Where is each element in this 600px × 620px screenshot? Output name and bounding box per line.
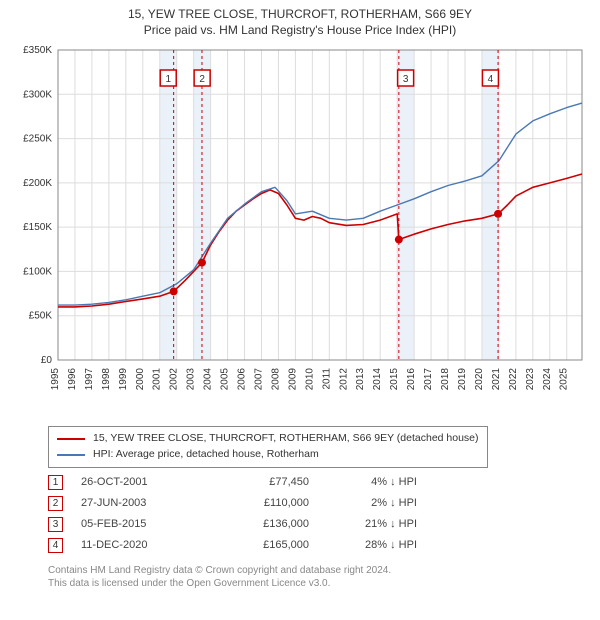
sale-row: 2 27-JUN-2003 £110,000 2% ↓ HPI	[48, 493, 580, 514]
sales-table: 1 26-OCT-2001 £77,450 4% ↓ HPI 2 27-JUN-2003 £…	[48, 472, 580, 556]
x-tick-label: 2009	[287, 368, 298, 391]
sale-row: 3 05-FEB-2015 £136,000 21% ↓ HPI	[48, 514, 580, 535]
x-tick-label: 2019	[457, 368, 468, 391]
legend-item: HPI: Average price, detached house, Roth…	[57, 447, 479, 463]
x-tick-label: 2006	[237, 368, 248, 391]
y-tick-label: £0	[41, 355, 53, 366]
legend-item: 15, YEW TREE CLOSE, THURCROFT, ROTHERHAM…	[57, 431, 479, 447]
x-tick-label: 2001	[152, 368, 163, 391]
sale-date: 26-OCT-2001	[81, 476, 201, 488]
y-tick-label: £350K	[23, 45, 52, 56]
x-tick-label: 2008	[270, 368, 281, 391]
chart-title-block: 15, YEW TREE CLOSE, THURCROFT, ROTHERHAM…	[0, 0, 600, 40]
sale-date: 05-FEB-2015	[81, 518, 201, 530]
sale-price: £110,000	[219, 497, 309, 509]
x-tick-label: 2010	[304, 368, 315, 391]
x-tick-label: 2013	[355, 368, 366, 391]
title-line-2: Price paid vs. HM Land Registry's House …	[10, 22, 590, 38]
sale-marker-box: 2	[48, 496, 63, 511]
x-tick-label: 2015	[389, 368, 400, 391]
x-tick-label: 2023	[525, 368, 536, 391]
y-tick-label: £150K	[23, 223, 52, 234]
x-tick-label: 2016	[406, 368, 417, 391]
x-tick-label: 2011	[321, 368, 332, 390]
shade-band	[397, 50, 414, 360]
marker-number: 2	[199, 74, 205, 85]
sale-price: £165,000	[219, 539, 309, 551]
x-tick-label: 2004	[203, 368, 214, 391]
x-tick-label: 1997	[84, 368, 95, 391]
x-tick-label: 2003	[186, 368, 197, 391]
chart-area: £0 £50K £100K £150K £200K £250K £300K £350K 1995…	[10, 40, 590, 420]
x-tick-label: 1999	[118, 368, 129, 391]
x-tick-label: 2012	[338, 368, 349, 391]
x-tick-label: 2000	[135, 368, 146, 391]
sale-marker-box: 1	[48, 475, 63, 490]
sale-price: £136,000	[219, 518, 309, 530]
sale-delta: 21% ↓ HPI	[327, 518, 417, 530]
x-tick-label: 2002	[169, 368, 180, 391]
x-tick-label: 2007	[253, 368, 264, 391]
y-tick-label: £50K	[29, 311, 53, 322]
marker-number: 3	[403, 74, 409, 85]
shade-band	[482, 50, 499, 360]
y-tick-label: £100K	[23, 267, 52, 278]
marker-number: 4	[488, 74, 494, 85]
marker-number: 1	[165, 74, 171, 85]
legend-swatch	[57, 438, 85, 440]
shade-band	[194, 50, 211, 360]
legend-label: HPI: Average price, detached house, Roth…	[93, 447, 319, 463]
footer: Contains HM Land Registry data © Crown c…	[48, 564, 580, 591]
chart-svg: £0 £50K £100K £150K £200K £250K £300K £350K 1995…	[10, 40, 590, 420]
y-tick-label: £250K	[23, 134, 52, 145]
legend: 15, YEW TREE CLOSE, THURCROFT, ROTHERHAM…	[48, 426, 488, 468]
sale-marker-box: 4	[48, 538, 63, 553]
legend-swatch	[57, 454, 85, 456]
marker-dot	[170, 288, 178, 296]
x-tick-label: 1996	[67, 368, 78, 391]
x-tick-label: 1998	[101, 368, 112, 391]
x-tick-label: 2020	[474, 368, 485, 391]
x-tick-label: 2014	[372, 368, 383, 391]
title-line-1: 15, YEW TREE CLOSE, THURCROFT, ROTHERHAM…	[10, 6, 590, 22]
x-tick-label: 1995	[50, 368, 61, 391]
sale-marker-box: 3	[48, 517, 63, 532]
x-tick-label: 2005	[220, 368, 231, 391]
x-tick-label: 2025	[559, 368, 570, 391]
sale-row: 4 11-DEC-2020 £165,000 28% ↓ HPI	[48, 535, 580, 556]
shade-band	[160, 50, 177, 360]
x-tick-label: 2018	[440, 368, 451, 391]
marker-dot	[494, 210, 502, 218]
sale-row: 1 26-OCT-2001 £77,450 4% ↓ HPI	[48, 472, 580, 493]
x-tick-label: 2022	[508, 368, 519, 391]
x-tick-label: 2017	[423, 368, 434, 391]
x-tick-label: 2021	[491, 368, 502, 391]
sale-delta: 28% ↓ HPI	[327, 539, 417, 551]
sale-price: £77,450	[219, 476, 309, 488]
legend-label: 15, YEW TREE CLOSE, THURCROFT, ROTHERHAM…	[93, 431, 479, 447]
sale-delta: 4% ↓ HPI	[327, 476, 417, 488]
x-tick-label: 2024	[542, 368, 553, 391]
footer-line-2: This data is licensed under the Open Gov…	[48, 577, 580, 591]
footer-line-1: Contains HM Land Registry data © Crown c…	[48, 564, 580, 578]
marker-dot	[395, 236, 403, 244]
marker-dot	[198, 259, 206, 267]
sale-delta: 2% ↓ HPI	[327, 497, 417, 509]
sale-date: 27-JUN-2003	[81, 497, 201, 509]
y-tick-label: £300K	[23, 90, 52, 101]
sale-date: 11-DEC-2020	[81, 539, 201, 551]
y-tick-label: £200K	[23, 178, 52, 189]
